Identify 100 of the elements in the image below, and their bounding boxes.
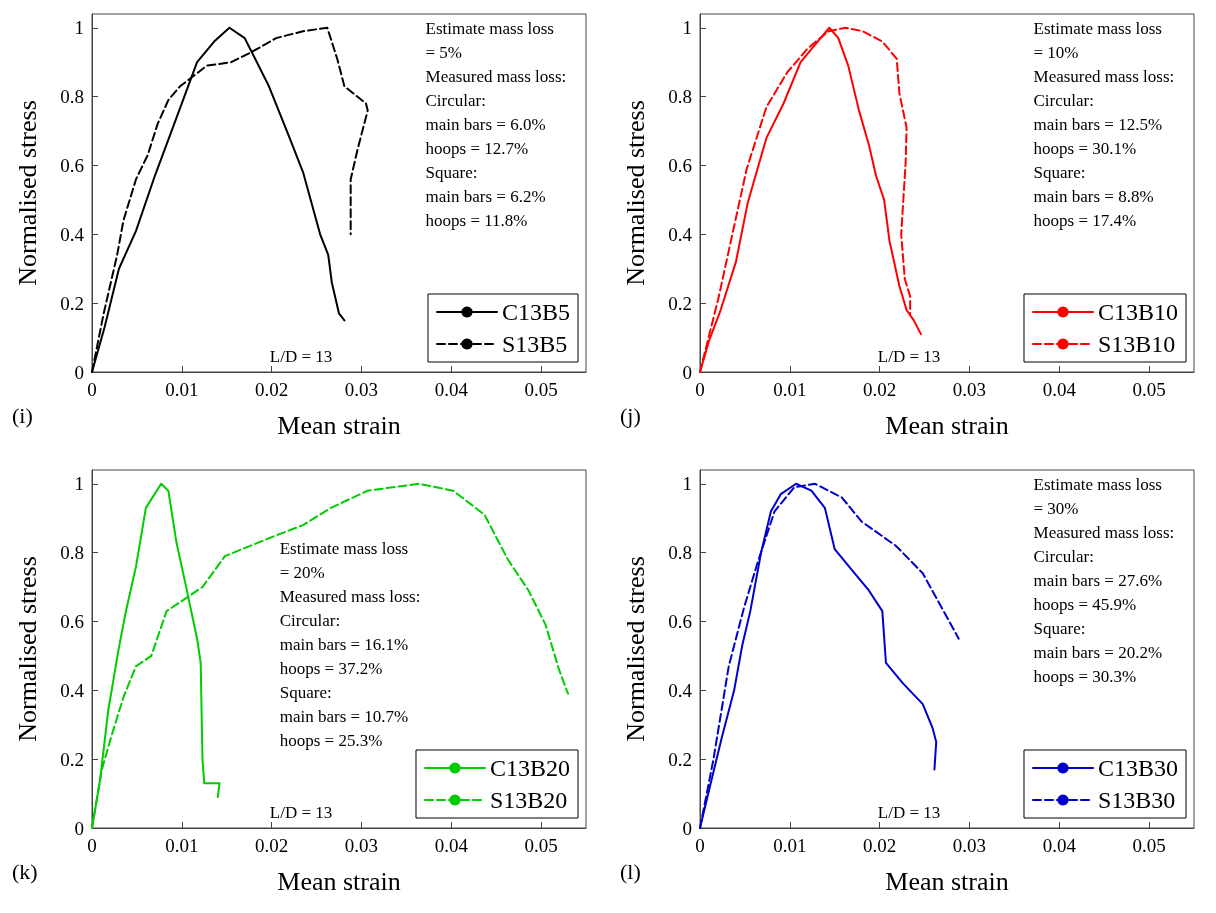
x-tick-label: 0.01: [773, 379, 807, 400]
annotation: main bars = 12.5%: [1033, 114, 1163, 134]
annotation: = 5%: [425, 42, 463, 62]
text: (k): [12, 858, 38, 884]
annotation: Circular:: [279, 610, 341, 630]
y-tick-label: 0.8: [60, 86, 84, 108]
x-tick-label: 0.02: [863, 835, 897, 856]
annotation: Square:: [425, 162, 478, 182]
annotation: main bars = 27.6%: [1033, 570, 1163, 590]
annotation: L/D = 13: [877, 803, 941, 822]
y-tick-label: 1: [74, 17, 84, 39]
x-tick-label: 0.05: [1132, 835, 1166, 856]
annotation: Measured mass loss:: [1033, 66, 1175, 86]
annotation: L/D = 13: [269, 347, 333, 366]
y-axis-title: Normalised stress: [12, 556, 42, 742]
legend-label: C13B10: [1097, 299, 1178, 325]
legend-label: S13B5: [501, 331, 568, 357]
x-tick-label: 0.04: [1042, 835, 1077, 856]
y-tick-label: 0.2: [60, 292, 84, 314]
y-tick-label: 0.4: [668, 223, 693, 245]
annotation: hoops = 12.7%: [425, 138, 529, 158]
annotation: = 20%: [279, 562, 325, 582]
y-tick-label: 0.8: [60, 542, 84, 564]
annotation: hoops = 30.1%: [1033, 138, 1137, 158]
annotation: hoops = 11.8%: [425, 210, 528, 230]
text: (l): [620, 858, 641, 884]
x-tick-label: 0.01: [773, 835, 807, 856]
x-tick-label: 0.03: [344, 379, 379, 400]
annotation: Measured mass loss:: [425, 66, 567, 86]
y-tick-label: 0.4: [60, 679, 85, 701]
annotation: Estimate mass loss: [425, 18, 554, 38]
y-tick-label: 1: [682, 17, 692, 39]
x-tick-label: 0.05: [524, 835, 558, 856]
x-tick-label: 0.04: [434, 835, 469, 856]
annotation: main bars = 16.1%: [279, 634, 409, 654]
y-tick-label: 0.4: [668, 679, 693, 701]
annotation: Circular:: [1033, 546, 1094, 566]
annotation: main bars = 20.2%: [1033, 642, 1163, 662]
annotation: Estimate mass loss: [1033, 474, 1162, 494]
y-tick-label: 1: [682, 473, 692, 495]
annotation: hoops = 17.4%: [1033, 210, 1137, 230]
x-tick-label: 0.04: [434, 379, 469, 400]
x-axis-title: Mean strain: [277, 866, 401, 896]
y-tick-label: 0.6: [668, 154, 692, 176]
y-axis-title: Normalised stress: [620, 556, 650, 742]
annotation: Measured mass loss:: [1033, 522, 1175, 542]
annotation: main bars = 10.7%: [279, 706, 409, 726]
legend-label: C13B20: [489, 755, 570, 781]
legend-label: C13B5: [501, 299, 570, 325]
annotation: main bars = 6.2%: [425, 186, 546, 206]
x-axis-title: Mean strain: [277, 410, 401, 440]
y-tick-label: 0.2: [60, 748, 84, 770]
y-tick-label: 0: [74, 361, 84, 383]
y-axis-title: Normalised stress: [620, 100, 650, 286]
annotation: Circular:: [425, 90, 486, 110]
x-tick-label: 0.03: [952, 835, 987, 856]
y-tick-label: 0: [74, 817, 84, 839]
annotation: main bars = 6.0%: [425, 114, 546, 134]
x-tick-label: 0.02: [255, 835, 289, 856]
text: (j): [620, 402, 641, 428]
y-tick-label: 0.2: [668, 292, 692, 314]
annotation: Measured mass loss:: [279, 586, 421, 606]
y-tick-label: 0.6: [668, 610, 692, 632]
x-tick-label: 0.02: [863, 379, 897, 400]
y-tick-label: 0: [682, 817, 692, 839]
y-tick-label: 0: [682, 361, 692, 383]
legend-label: S13B10: [1097, 331, 1176, 357]
legend-label: S13B30: [1097, 787, 1176, 813]
annotation: hoops = 30.3%: [1033, 666, 1137, 686]
x-tick-label: 0.01: [165, 379, 199, 400]
y-tick-label: 1: [74, 473, 84, 495]
x-tick-label: 0.01: [165, 835, 199, 856]
y-tick-label: 0.6: [60, 154, 84, 176]
legend-label: C13B30: [1097, 755, 1178, 781]
y-tick-label: 0.2: [668, 748, 692, 770]
x-axis-title: Mean strain: [885, 410, 1009, 440]
annotation: Square:: [1033, 618, 1086, 638]
x-tick-label: 0.05: [1132, 379, 1166, 400]
annotation: Estimate mass loss: [279, 538, 409, 558]
y-axis-title: Normalised stress: [12, 100, 42, 286]
x-tick-label: 0.03: [952, 379, 987, 400]
y-tick-label: 0.8: [668, 542, 692, 564]
annotation: hoops = 45.9%: [1033, 594, 1137, 614]
x-tick-label: 0.02: [255, 379, 289, 400]
annotation: hoops = 25.3%: [279, 730, 383, 750]
annotation: Square:: [279, 682, 332, 702]
annotation: main bars = 8.8%: [1033, 186, 1154, 206]
x-tick-label: 0.03: [344, 835, 379, 856]
annotation: Estimate mass loss: [1033, 18, 1162, 38]
annotation: = 30%: [1033, 498, 1079, 518]
annotation: Square:: [1033, 162, 1086, 182]
annotation: = 10%: [1033, 42, 1079, 62]
annotation: L/D = 13: [877, 347, 941, 366]
y-tick-label: 0.8: [668, 86, 692, 108]
annotation: L/D = 13: [269, 803, 333, 822]
annotation: hoops = 37.2%: [279, 658, 383, 678]
legend-label: S13B20: [489, 787, 568, 813]
annotation: Circular:: [1033, 90, 1094, 110]
x-tick-label: 0.05: [524, 379, 558, 400]
y-tick-label: 0.6: [60, 610, 84, 632]
